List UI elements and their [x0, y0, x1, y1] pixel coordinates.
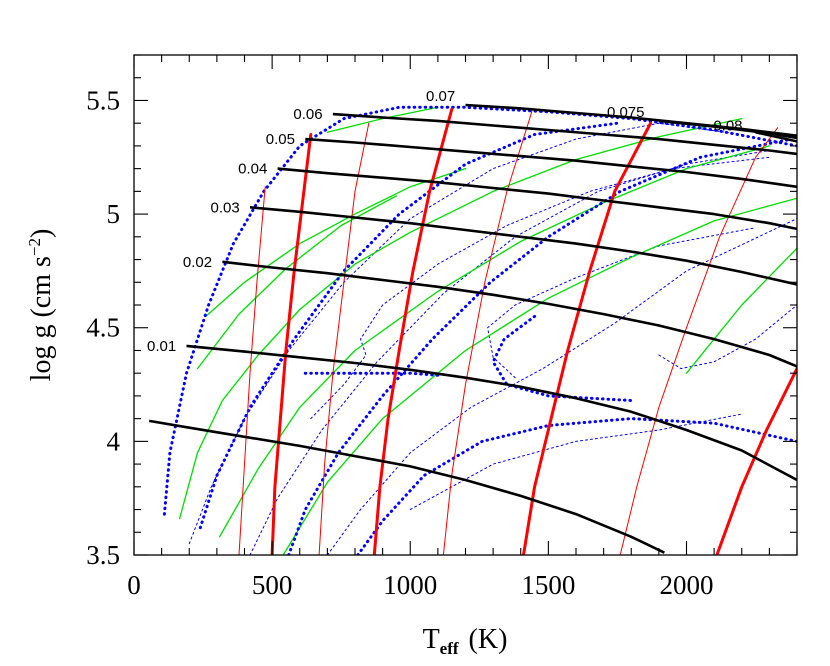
thick-red-isochrone-4	[715, 367, 797, 555]
x-tick-label: 1500	[521, 570, 575, 600]
mass-track-0.02	[222, 260, 797, 368]
mass-track-0.075	[658, 119, 797, 140]
mass-track-0.08	[755, 131, 797, 143]
mass-tracks	[148, 103, 797, 554]
axis-ticks	[133, 54, 798, 556]
y-tick-label: 5.5	[86, 85, 120, 115]
green-curve-7	[685, 247, 797, 374]
thick-dotted-blue-curve-2	[198, 121, 619, 530]
thin-red-isochrone-3	[442, 111, 533, 555]
green-curve-4	[205, 167, 467, 318]
thick-dotted-blue-curve-5	[491, 314, 633, 402]
mass-label-0.075: 0.075	[607, 104, 645, 121]
thick-dotted-blue-curve-3	[287, 137, 793, 555]
x-tick-label: 2000	[660, 570, 714, 600]
thin-dotted-blue-curve-6	[487, 227, 757, 379]
y-tick-label: 4.5	[86, 313, 120, 343]
y-axis-label-exponent: −2	[25, 238, 44, 256]
mass-label-0.08: 0.08	[713, 117, 742, 134]
x-tick-label: 0	[127, 570, 141, 600]
thin-red-isochrones	[238, 111, 779, 555]
y-tick-label: 3.5	[86, 540, 120, 570]
x-axis-label-unit: (K)	[469, 624, 508, 655]
green-curve-2	[218, 145, 771, 538]
x-tick-label: 1000	[383, 570, 437, 600]
thin-dotted-blue-curve-2	[249, 150, 770, 555]
mass-label-0.06: 0.06	[293, 106, 322, 123]
thin-red-isochrone-4	[619, 127, 779, 555]
mass-track-0.03	[249, 206, 797, 286]
mass-track-0.04	[277, 167, 797, 231]
mass-track-0.06	[332, 112, 797, 156]
mass-label-0.02: 0.02	[183, 254, 212, 271]
y-tick-label: 5	[107, 199, 121, 229]
y-axis-label: log g (cm s−2)	[25, 229, 57, 382]
mass-label-0.01: 0.01	[147, 338, 176, 355]
green-curve-1	[178, 117, 743, 520]
mass-label-0.07: 0.07	[426, 88, 455, 105]
x-tick-label: 500	[252, 570, 293, 600]
mass-track-0.005	[148, 419, 665, 554]
thin-dotted-blue-curve-4	[409, 413, 743, 510]
green-curve-3	[282, 197, 797, 555]
thick-red-isochrone-2	[372, 108, 454, 555]
thin-dotted-blue-curve-1	[188, 122, 743, 545]
mass-labels: 0.01 0.02 0.03 0.04 0.05 0.06 0.07 0.075 0.08	[147, 88, 743, 355]
thick-dotted-blue-curve-4	[356, 417, 797, 555]
mass-track-0.01	[186, 344, 797, 482]
thick-red-isochrone-1	[270, 133, 313, 555]
mass-track-0.05	[305, 137, 797, 189]
mass-label-0.04: 0.04	[238, 161, 267, 178]
x-axis-label: Teff (K)	[423, 624, 508, 658]
y-tick-label: 4	[107, 426, 121, 456]
thin-red-isochrone-1	[238, 186, 266, 555]
mass-label-0.03: 0.03	[211, 199, 240, 216]
tick-labels: 0 500 1000 1500 2000 3.5 4 4.5 5 5.5	[86, 85, 713, 600]
thick-red-isochrone-3	[522, 121, 653, 555]
x-axis-label-subscript: eff	[440, 639, 459, 658]
y-axis-label-close: )	[26, 229, 57, 238]
thin-red-isochrone-2	[318, 122, 370, 555]
thick-dotted-blue-curve-6	[303, 371, 443, 377]
mass-label-0.05: 0.05	[266, 131, 295, 148]
